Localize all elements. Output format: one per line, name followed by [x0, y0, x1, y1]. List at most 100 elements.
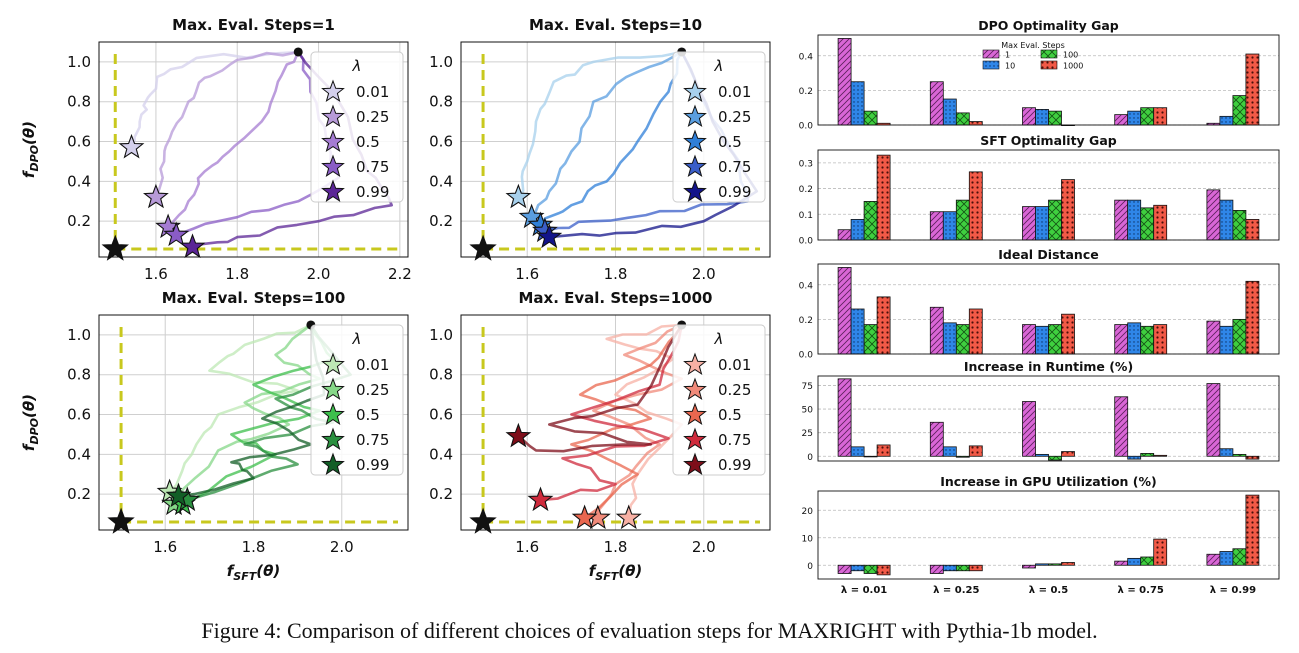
plot-frame — [817, 490, 1280, 580]
legend-label: 0.75 — [356, 431, 389, 449]
bar — [1022, 564, 1036, 569]
legend-label: 0.75 — [718, 158, 751, 176]
final-star — [505, 422, 532, 448]
trajectory-line — [530, 50, 683, 218]
bar — [1232, 318, 1247, 355]
trajectory-line — [539, 51, 683, 226]
panel-title: Max. Eval. Steps=1 — [172, 16, 335, 34]
bar — [1035, 206, 1049, 241]
y-tick-label: 0.4 — [799, 52, 814, 62]
x-tick-label: 1.6 — [153, 538, 177, 556]
figure-caption: Figure 4: Comparison of different choice… — [201, 618, 1098, 643]
x-axis-label: fSFT(θ) — [227, 562, 281, 583]
bar — [955, 455, 970, 458]
trajectory-line — [517, 324, 683, 453]
final-star — [165, 482, 192, 508]
x-axis-label: fSFT(θ) — [589, 562, 643, 583]
y-tick-label: 0.8 — [67, 366, 91, 384]
y-tick-label: 0.6 — [67, 133, 91, 151]
legend-title: λ — [714, 330, 724, 348]
legend-star — [321, 179, 345, 203]
bar — [1140, 107, 1155, 126]
bar — [863, 324, 878, 355]
legend-label: 0.01 — [718, 356, 751, 374]
bar — [1114, 560, 1129, 566]
y-tick-label: 0.6 — [429, 133, 453, 151]
panel-title: SFT Optimality Gap — [980, 133, 1116, 148]
bar — [1061, 313, 1075, 355]
bar — [1245, 219, 1260, 241]
legend-label: 0.5 — [356, 133, 380, 151]
legend-star — [321, 377, 345, 401]
plot-frame — [817, 149, 1280, 241]
scatter-panel-bottom-middle: 0.2 0.4 0.6 0.8 1.0 1.6 1.8 2.0 λ 0.01 0.25 0.5 0.75… — [429, 289, 771, 583]
bar — [1022, 107, 1036, 126]
legend-star — [683, 104, 707, 128]
y-tick-label: 1.0 — [429, 53, 453, 71]
x-tick-label: 1.8 — [242, 538, 266, 556]
final-star — [571, 504, 598, 530]
bar — [1153, 204, 1168, 241]
bar — [1140, 207, 1155, 241]
final-star — [615, 504, 642, 530]
y-tick-label: 0.4 — [67, 445, 91, 463]
legend-title: λ — [352, 330, 362, 348]
bar — [1035, 109, 1049, 126]
bar — [837, 229, 852, 241]
bar — [1048, 110, 1062, 126]
trajectory-line — [172, 323, 321, 505]
bar — [837, 267, 852, 355]
bar — [1127, 455, 1142, 460]
final-star — [536, 223, 563, 249]
bar — [1206, 553, 1221, 566]
final-star — [179, 233, 206, 259]
x-category-label: λ = 0.25 — [933, 585, 979, 596]
legend-label: 0.25 — [356, 381, 389, 399]
y-tick-label: 1.0 — [67, 53, 91, 71]
y-tick-label: 0.2 — [799, 87, 813, 97]
bar — [1140, 556, 1155, 566]
y-tick-label: 20 — [802, 507, 814, 517]
trajectory-line — [167, 51, 300, 228]
trajectory-line — [540, 324, 683, 502]
legend-star — [321, 129, 345, 153]
bar — [1127, 199, 1142, 241]
bar — [837, 38, 852, 126]
legend-star — [321, 352, 345, 376]
bar — [955, 564, 970, 572]
y-tick-label: 0 — [807, 453, 813, 463]
bar — [942, 211, 957, 241]
legend-label: 0.25 — [356, 108, 389, 126]
legend-title: λ — [352, 57, 362, 75]
bar — [1206, 189, 1221, 241]
y-tick-label: 0.0 — [799, 237, 814, 247]
bar — [1114, 396, 1129, 457]
bar — [1127, 110, 1142, 126]
x-tick-label: 1.8 — [604, 538, 628, 556]
bar — [1061, 451, 1075, 457]
bar — [929, 211, 944, 241]
plot-frame — [98, 41, 409, 258]
panel-title: DPO Optimality Gap — [978, 18, 1119, 33]
y-tick-label: 50 — [802, 406, 814, 416]
legend-star — [321, 79, 345, 103]
bar — [1153, 107, 1168, 126]
bar — [1245, 455, 1260, 460]
scatter-panel-top-middle: 0.2 0.4 0.6 0.8 1.0 1.6 1.8 2.0 λ 0.01 0.25 0.5 0.75… — [429, 16, 771, 283]
bar — [929, 421, 944, 457]
bar — [1206, 320, 1221, 355]
legend-label: 0.99 — [718, 456, 751, 474]
bar — [1035, 325, 1049, 355]
x-category-label: λ = 0.75 — [1118, 585, 1164, 596]
bar — [1206, 383, 1221, 457]
y-tick-label: 0.2 — [799, 316, 813, 326]
legend-title: Max Eval. Steps — [1001, 41, 1064, 50]
panel-title: Max. Eval. Steps=10 — [529, 16, 702, 34]
final-star — [142, 183, 169, 209]
x-tick-label: 2.0 — [307, 265, 331, 283]
trajectory-line — [154, 50, 299, 198]
legend-label: 0.01 — [356, 356, 389, 374]
bar — [1245, 53, 1260, 126]
bar — [1219, 325, 1234, 355]
x-tick-label: 1.6 — [515, 265, 539, 283]
